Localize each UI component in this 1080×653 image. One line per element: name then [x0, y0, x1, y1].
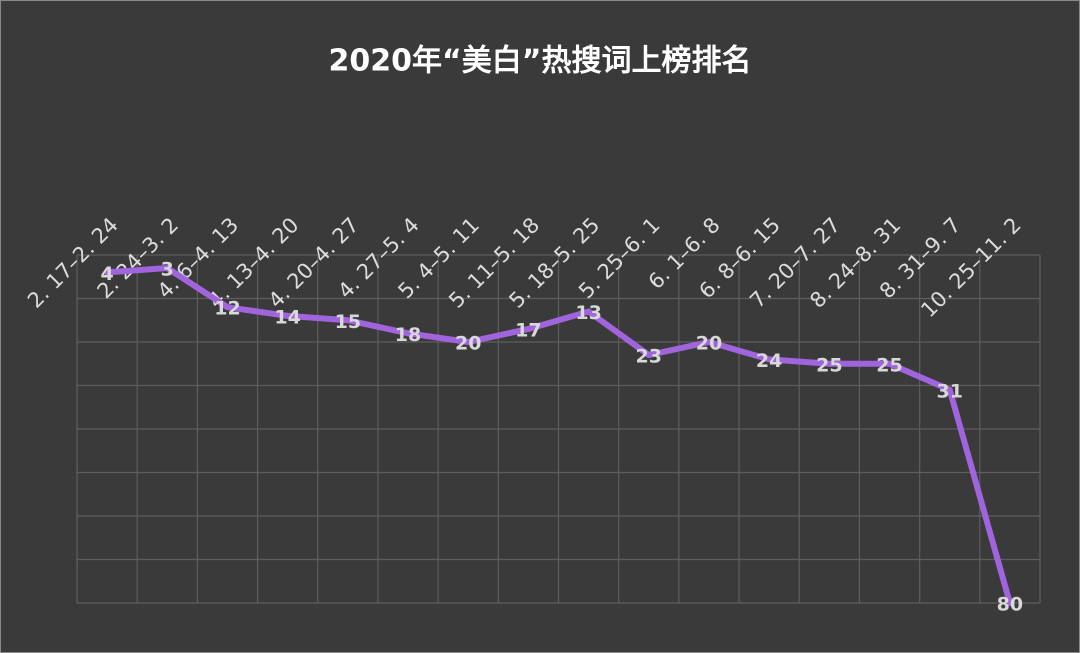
point	[525, 325, 532, 332]
data-label: 12	[214, 298, 240, 320]
data-label: 24	[756, 350, 782, 372]
data-label: 31	[936, 380, 962, 402]
chart-title: 2020年“美白”热搜词上榜排名	[329, 44, 752, 79]
line	[104, 265, 1013, 606]
data-label: 14	[274, 306, 300, 328]
point	[886, 360, 893, 367]
point	[705, 339, 712, 345]
data-label: 25	[876, 354, 902, 376]
point	[645, 352, 652, 359]
data-label: 80	[997, 594, 1023, 616]
point	[104, 269, 111, 276]
data-label: 17	[515, 319, 541, 341]
point	[164, 265, 171, 272]
data-label: 20	[696, 333, 722, 355]
point	[826, 360, 833, 367]
point	[1006, 600, 1013, 606]
point	[585, 308, 592, 315]
point	[766, 356, 773, 363]
point	[284, 312, 291, 319]
data-label: 4	[100, 263, 113, 285]
data-label: 25	[816, 354, 842, 376]
data-label: 20	[455, 333, 481, 355]
point	[946, 386, 953, 393]
point	[465, 339, 472, 345]
data-label: 15	[335, 311, 361, 333]
point	[405, 330, 412, 337]
data-label: 3	[161, 259, 174, 281]
point	[224, 304, 231, 311]
data-label: 18	[395, 324, 421, 346]
data-label: 13	[575, 302, 601, 324]
data-label: 23	[636, 346, 662, 368]
point	[344, 317, 351, 324]
